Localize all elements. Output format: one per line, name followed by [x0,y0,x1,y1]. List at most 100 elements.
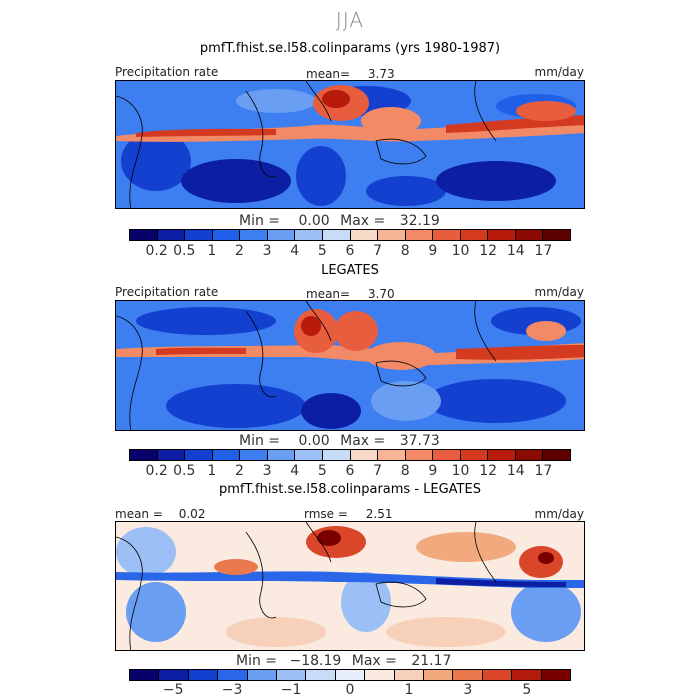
colorbar-tick-label: 0.5 [173,463,196,479]
colorbar-tick-label: 0.2 [145,463,168,479]
colorbar-swatch [393,670,424,680]
colorbar-tick-label: 1 [207,463,217,479]
colorbar-swatch [432,450,460,460]
colorbar-swatch [294,450,322,460]
colorbar-swatch [130,230,157,240]
panel3-title: pmfT.fhist.se.l58.colinparams - LEGATES [219,482,481,497]
colorbar-swatch [423,670,453,680]
colorbar-swatch [321,450,350,460]
panel1-min-value: 0.00 [298,213,330,229]
panel1-minmax: Min = 0.00 Max = 32.19 [239,213,440,229]
colorbar-swatch [294,230,322,240]
panel1-monsoon-core [322,90,350,108]
panel3-negative-core [436,578,566,587]
panel2-variable-label: Precipitation rate [115,285,219,299]
colorbar-swatch [334,670,365,680]
panel2-mean-label: mean= [306,287,351,301]
panel3-min-label: Min = [236,653,278,669]
colorbar-tick-label: 10 [451,463,470,479]
colorbar-tick-label: 6 [345,243,355,259]
panel3-mean: mean = 0.02 [115,507,205,521]
colorbar-tick-label: 17 [534,243,553,259]
colorbar-tick-label: 9 [428,243,438,259]
panel3-max-value: 21.17 [411,653,452,669]
colorbar-tick-label: 17 [534,463,553,479]
colorbar-tick-label: 14 [506,463,525,479]
coastline [245,310,277,398]
panel2-max-value: 37.73 [399,433,440,449]
colorbar-swatch [156,230,185,240]
panel2-title: LEGATES [321,263,379,278]
colorbar-tick-label: 3 [262,243,272,259]
panel1-mean: mean= 3.73 [306,67,395,81]
colorbar-swatch [377,450,405,460]
colorbar-tick-label: 1 [404,682,414,698]
colorbar-tick-label: −1 [280,682,302,698]
coastline [305,522,332,563]
panel1-mean-label: mean= [306,67,351,81]
panel2-itcz-core [456,345,584,360]
panel1-warm-pool [516,101,576,121]
colorbar-tick-label: 1 [207,243,217,259]
colorbar-swatch [459,230,488,240]
coastline [116,95,143,208]
colorbar-swatch [156,450,185,460]
panel1-map-svg [116,81,584,208]
colorbar-tick-label: 5 [522,682,532,698]
colorbar-swatch [404,230,433,240]
panel2-maritime [366,342,436,370]
colorbar-tick-label: 0.2 [145,243,168,259]
colorbar-swatch [211,230,240,240]
panel1-field-patch [121,131,191,191]
colorbar-swatch [349,450,378,460]
panel3-max-label: Max = [351,653,397,669]
panel1-field-patch [236,89,316,113]
colorbar-swatch [481,670,512,680]
panel3-colorbar [129,669,571,681]
panel2-field-patch [136,307,276,335]
panel2-units: mm/day [534,285,585,299]
colorbar-swatch [349,230,378,240]
colorbar-tick-label: 0.5 [173,243,196,259]
panel2-map-svg [116,301,584,430]
season-title: JJA [335,8,365,32]
colorbar-swatch [542,230,570,240]
panel2-max-label: Max = [340,433,386,449]
panel1-maritime [361,107,421,135]
panel3-field-patch [416,532,516,562]
panel3-map [115,521,585,651]
colorbar-swatch [130,450,157,460]
coastline [474,522,497,583]
colorbar-swatch [211,450,240,460]
panel3-field-patch [511,582,581,642]
coastline [116,315,143,430]
panel3-field-patch [386,617,506,647]
panel3-min-value: −18.19 [289,653,342,669]
panel2-map [115,300,585,431]
colorbar-swatch [266,450,295,460]
panel2-monsoon [334,311,378,351]
coastline [305,301,332,342]
colorbar-swatch [452,670,482,680]
panel2-coastlines [116,301,497,430]
colorbar-swatch [217,670,247,680]
colorbar-swatch [377,230,405,240]
panel3-mean-label: mean = [115,507,163,521]
coastline [474,301,497,362]
panel3-map-svg [116,522,584,650]
colorbar-swatch [487,230,515,240]
panel1-mean-value: 3.73 [367,67,395,81]
panel1-max-value: 32.19 [399,213,440,229]
colorbar-tick-label: 10 [451,243,470,259]
colorbar-tick-label: 0 [345,682,355,698]
coastline [375,138,427,165]
panel1-itcz-core [136,128,276,137]
colorbar-tick-label: 2 [235,463,244,479]
colorbar-swatch [364,670,394,680]
panel1-max-label: Max = [340,213,386,229]
panel3-positive-anomaly [214,559,258,575]
colorbar-swatch [184,230,212,240]
colorbar-swatch [514,450,543,460]
colorbar-tick-label: −3 [221,682,243,698]
panel2-field-patch [371,381,441,421]
